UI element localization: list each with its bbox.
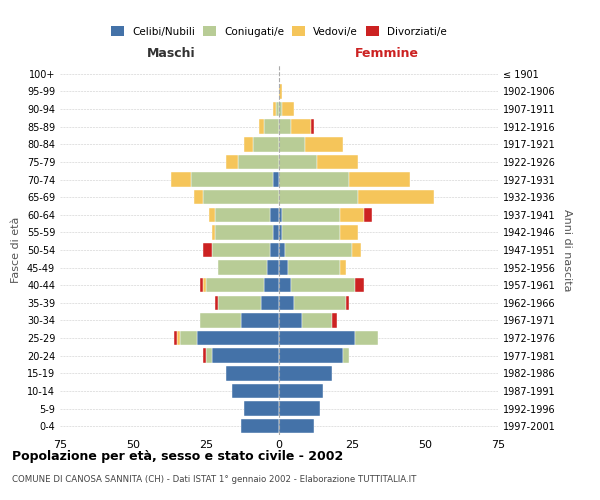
Bar — [279, 225, 282, 240]
Bar — [268, 260, 279, 275]
Bar — [226, 154, 238, 169]
Bar — [209, 208, 215, 222]
Bar — [265, 278, 279, 292]
Bar — [358, 190, 434, 204]
Bar — [218, 260, 268, 275]
Bar — [259, 120, 265, 134]
Bar — [279, 296, 293, 310]
Bar — [279, 384, 323, 398]
Bar — [346, 296, 349, 310]
Bar — [279, 137, 305, 152]
Bar — [343, 348, 349, 363]
Bar — [317, 154, 358, 169]
Bar — [215, 208, 270, 222]
Bar — [340, 225, 358, 240]
Bar — [238, 154, 279, 169]
Bar — [212, 348, 279, 363]
Bar — [279, 154, 317, 169]
Bar — [290, 278, 355, 292]
Bar — [279, 348, 343, 363]
Bar — [244, 137, 253, 152]
Bar — [200, 278, 203, 292]
Bar — [180, 331, 197, 345]
Bar — [276, 102, 279, 117]
Bar — [279, 120, 290, 134]
Bar — [212, 225, 215, 240]
Bar — [340, 208, 364, 222]
Bar — [200, 314, 241, 328]
Bar — [279, 314, 302, 328]
Bar — [293, 296, 346, 310]
Bar — [262, 296, 279, 310]
Bar — [203, 278, 206, 292]
Bar — [355, 331, 378, 345]
Bar — [194, 190, 203, 204]
Bar — [265, 120, 279, 134]
Bar — [352, 243, 361, 257]
Bar — [218, 296, 262, 310]
Bar — [279, 366, 332, 380]
Bar — [270, 208, 279, 222]
Bar — [215, 296, 218, 310]
Bar — [171, 172, 191, 186]
Bar — [279, 190, 358, 204]
Bar — [253, 137, 279, 152]
Bar — [174, 331, 177, 345]
Bar — [177, 331, 180, 345]
Bar — [279, 278, 290, 292]
Bar — [279, 84, 282, 98]
Y-axis label: Anni di nascita: Anni di nascita — [562, 209, 572, 291]
Bar — [273, 172, 279, 186]
Bar — [355, 278, 364, 292]
Bar — [244, 402, 279, 416]
Bar — [349, 172, 410, 186]
Bar — [279, 419, 314, 434]
Bar — [290, 120, 311, 134]
Bar — [285, 243, 352, 257]
Bar — [215, 225, 273, 240]
Bar — [279, 331, 355, 345]
Bar — [279, 260, 288, 275]
Bar — [206, 348, 212, 363]
Bar — [364, 208, 373, 222]
Bar — [282, 208, 340, 222]
Bar — [282, 102, 293, 117]
Y-axis label: Fasce di età: Fasce di età — [11, 217, 21, 283]
Bar — [203, 190, 279, 204]
Text: Popolazione per età, sesso e stato civile - 2002: Popolazione per età, sesso e stato civil… — [12, 450, 343, 463]
Bar — [206, 278, 265, 292]
Bar — [212, 243, 270, 257]
Bar — [197, 331, 279, 345]
Bar — [191, 172, 273, 186]
Bar — [270, 243, 279, 257]
Bar — [279, 172, 349, 186]
Bar — [302, 314, 332, 328]
Bar — [273, 102, 276, 117]
Bar — [332, 314, 337, 328]
Bar — [241, 314, 279, 328]
Bar — [279, 208, 282, 222]
Text: COMUNE DI CANOSA SANNITA (CH) - Dati ISTAT 1° gennaio 2002 - Elaborazione TUTTIT: COMUNE DI CANOSA SANNITA (CH) - Dati IST… — [12, 475, 416, 484]
Bar — [288, 260, 340, 275]
Bar — [203, 243, 212, 257]
Legend: Celibi/Nubili, Coniugati/e, Vedovi/e, Divorziati/e: Celibi/Nubili, Coniugati/e, Vedovi/e, Di… — [107, 22, 451, 40]
Bar — [232, 384, 279, 398]
Bar — [305, 137, 343, 152]
Bar — [279, 402, 320, 416]
Text: Maschi: Maschi — [146, 46, 195, 60]
Text: Femmine: Femmine — [355, 46, 419, 60]
Bar — [226, 366, 279, 380]
Bar — [282, 225, 340, 240]
Bar — [279, 243, 285, 257]
Bar — [203, 348, 206, 363]
Bar — [340, 260, 346, 275]
Bar — [273, 225, 279, 240]
Bar — [241, 419, 279, 434]
Bar — [311, 120, 314, 134]
Bar — [279, 102, 282, 117]
